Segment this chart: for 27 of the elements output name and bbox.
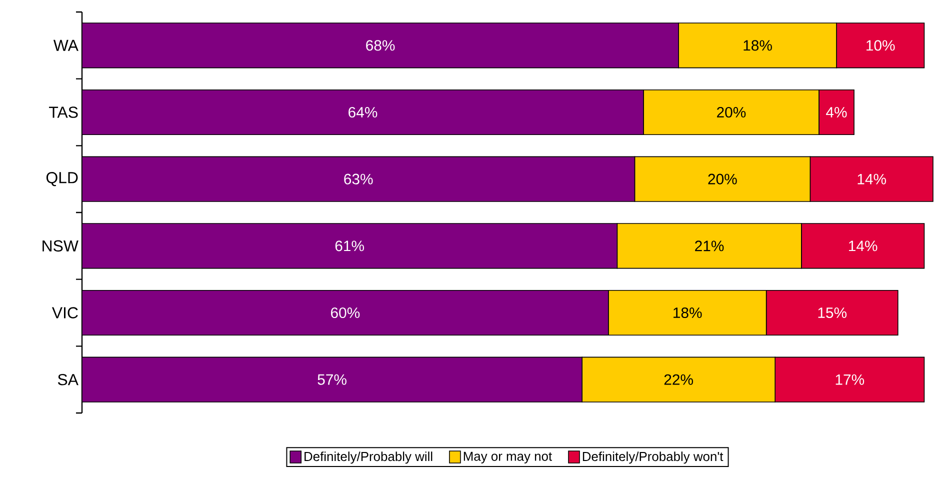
data-label: 15% [818,308,847,318]
y-tick-label: QLD [46,172,78,186]
data-label: 22% [664,374,693,385]
data-label: 14% [858,174,886,184]
data-label: 14% [849,240,878,252]
data-label: 68% [366,40,395,51]
data-label: 63% [344,174,373,184]
data-label: 10% [866,40,895,51]
data-label: 20% [717,106,746,118]
data-label: 4% [826,107,847,118]
y-tick-label: NSW [42,240,78,252]
data-label: 57% [318,374,346,385]
legend-label: Definitely/Probably will [304,452,432,464]
data-label: 21% [695,240,724,252]
y-tick-label: VIC [52,307,78,318]
y-tick-label: TAS [49,106,78,118]
legend-label: Definitely/Probably won't [582,452,724,464]
data-label: 17% [836,374,864,385]
data-label: 18% [744,40,772,51]
legend-label: May or may not [464,452,552,464]
y-tick-label: SA [58,374,78,386]
data-label: 64% [348,106,378,118]
y-tick-label: WA [53,40,78,51]
data-label: 60% [331,307,360,318]
data-label: 20% [708,174,737,184]
data-label: 61% [335,240,364,252]
data-label: 18% [674,307,702,318]
